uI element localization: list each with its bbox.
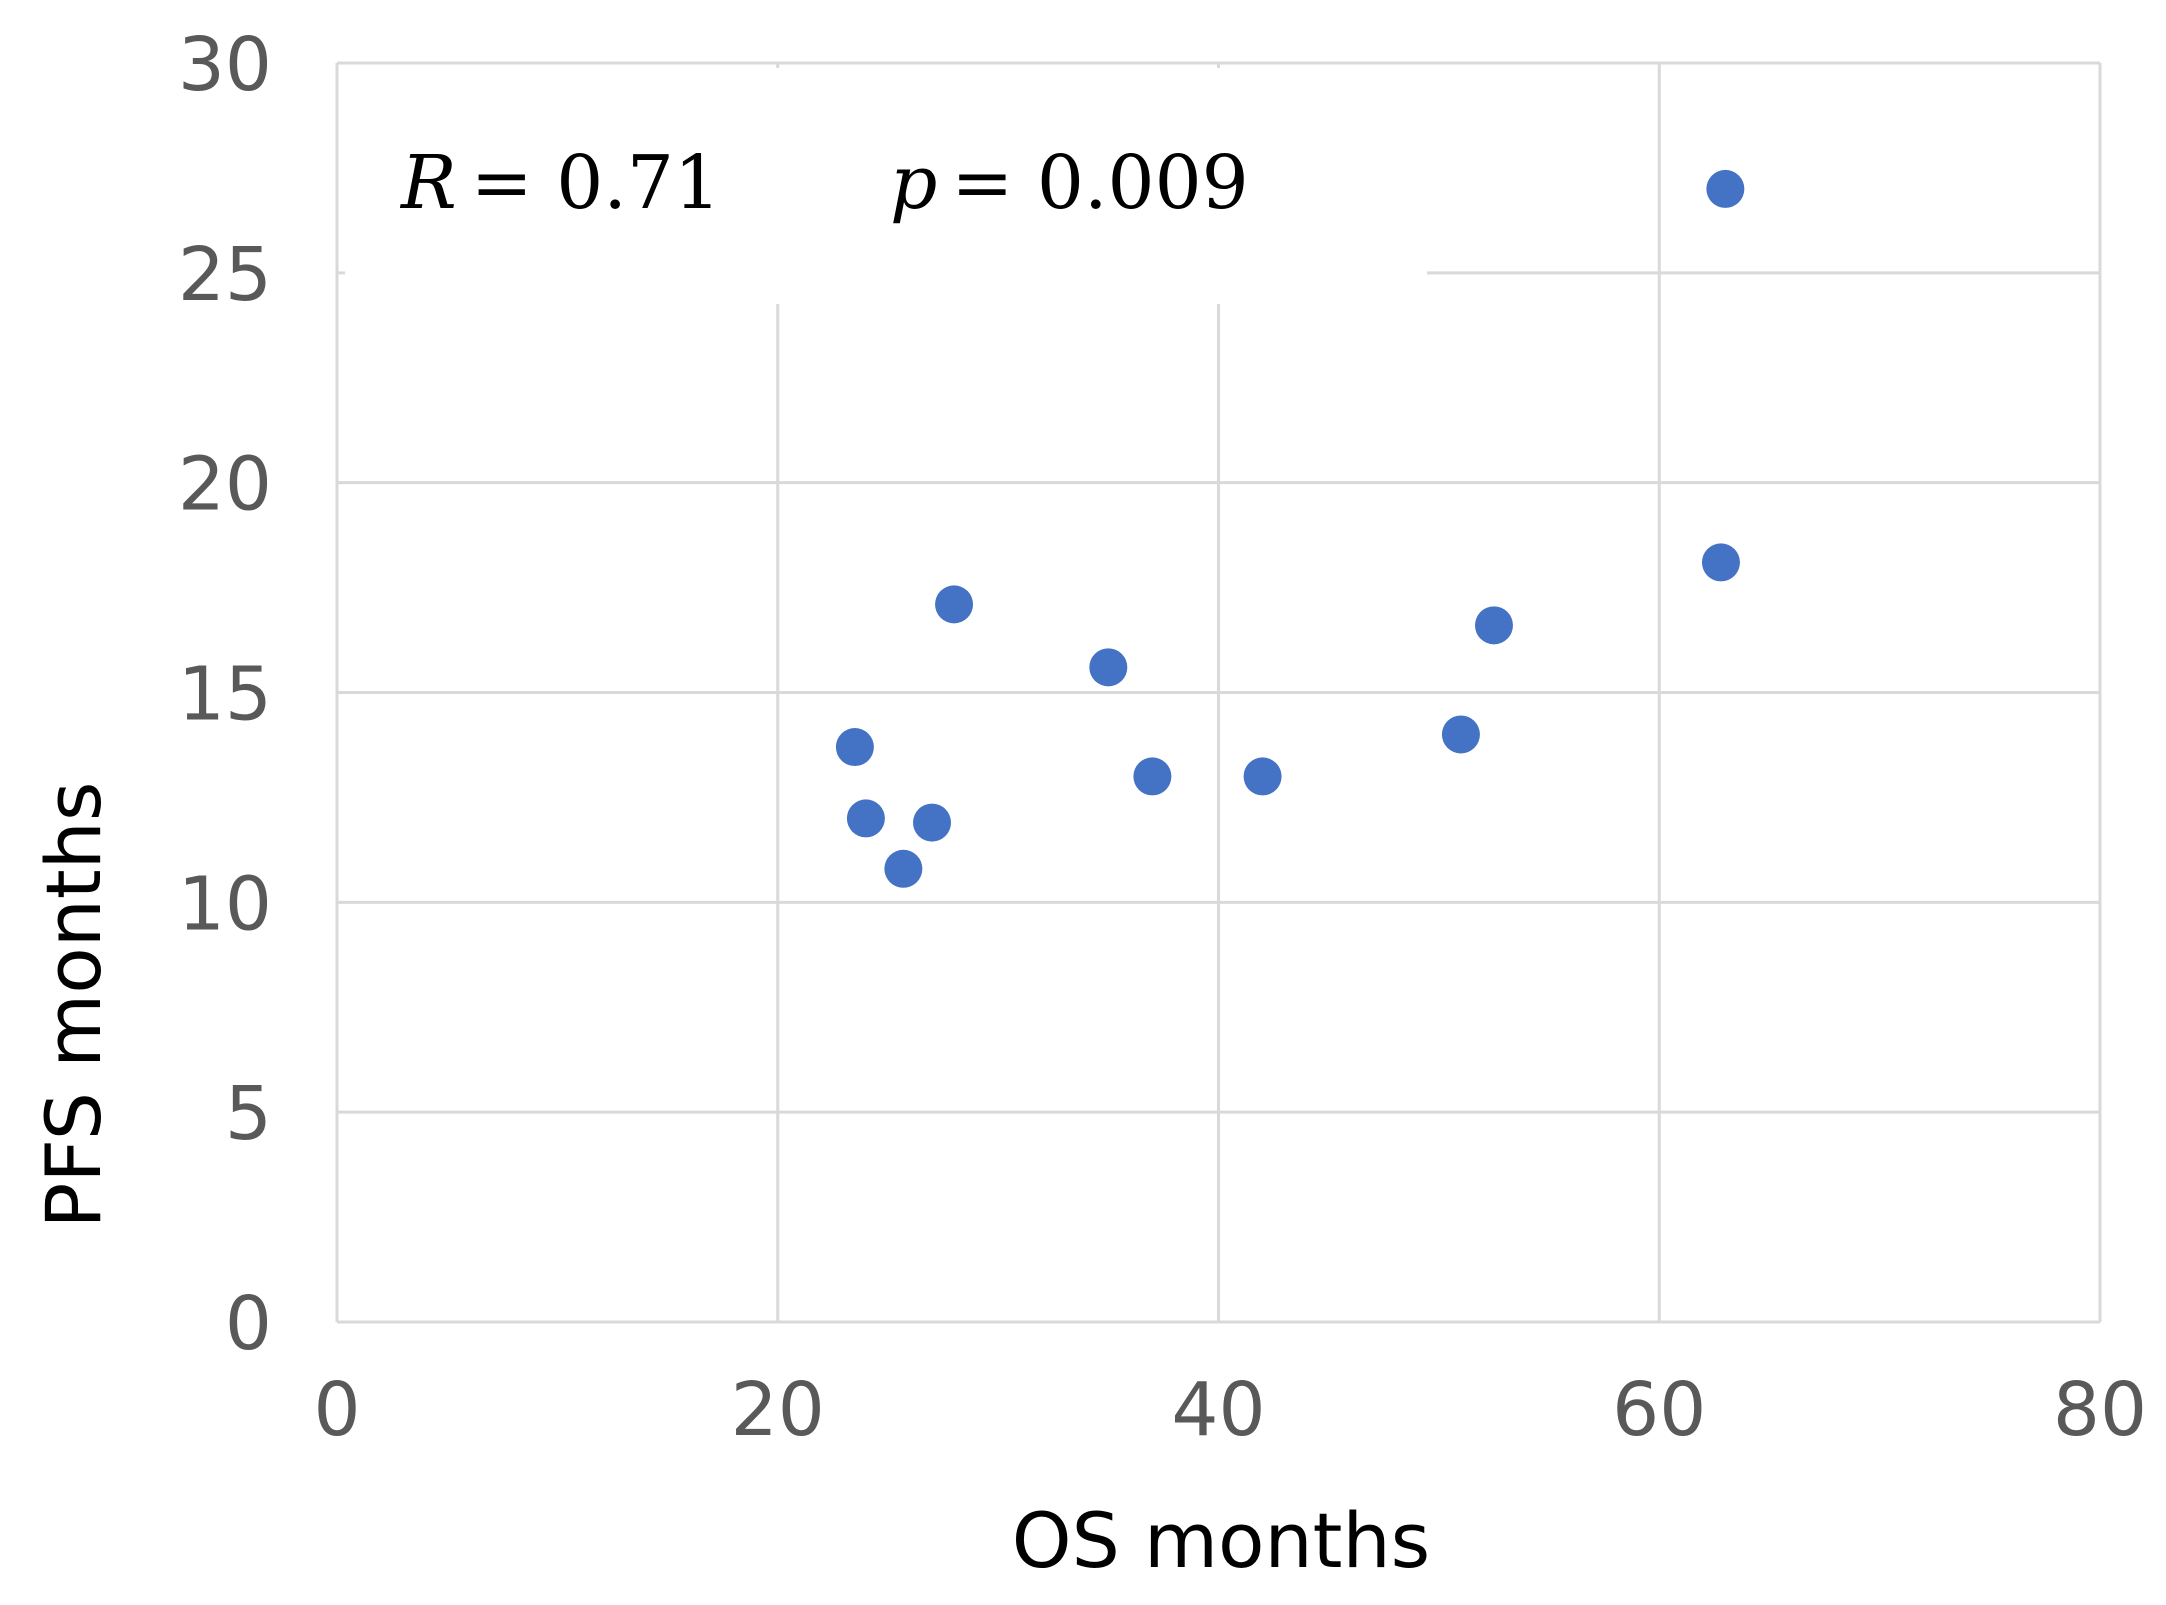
y-tick-label-20: 20: [178, 442, 272, 528]
x-axis-ticks: 0 20 40 60 80: [313, 1367, 2147, 1453]
r-annotation: R = 0.71: [399, 140, 721, 226]
y-axis-title: PFS months: [29, 782, 118, 1229]
data-point-4: [913, 803, 952, 842]
data-point-7: [1133, 757, 1172, 796]
data-point-5: [935, 585, 974, 624]
y-tick-label-25: 25: [178, 232, 272, 318]
y-tick-label-5: 5: [225, 1071, 272, 1157]
x-tick-label-0: 0: [313, 1367, 360, 1453]
data-point-8: [1243, 757, 1282, 796]
x-tick-label-60: 60: [1612, 1367, 1706, 1453]
x-tick-label-80: 80: [2053, 1367, 2147, 1453]
plot-area: [335, 61, 2102, 1324]
data-point-12: [1706, 169, 1745, 208]
data-points: [835, 169, 1745, 888]
svg-text:p= 0.009: p = 0.009: [890, 140, 1249, 226]
r-value: = 0.71: [471, 140, 721, 226]
p-annotation: p = 0.009: [890, 140, 1249, 226]
p-value: = 0.009: [951, 140, 1248, 226]
annotation-background: [345, 68, 1427, 304]
y-tick-label-15: 15: [178, 652, 272, 738]
data-point-2: [846, 799, 885, 838]
data-point-6: [1089, 648, 1128, 687]
y-tick-label-10: 10: [178, 861, 272, 947]
data-point-1: [835, 728, 874, 767]
x-tick-label-20: 20: [731, 1367, 825, 1453]
x-axis-title: OS months: [1012, 1496, 1430, 1585]
p-symbol: p: [890, 140, 937, 226]
data-point-9: [1441, 715, 1480, 754]
y-tick-label-0: 0: [225, 1281, 272, 1367]
data-point-3: [884, 849, 923, 888]
svg-text:R= 0.71: R = 0.71: [399, 140, 721, 226]
data-point-11: [1701, 543, 1740, 582]
y-axis-ticks: 0 5 10 15 20 25 30: [178, 22, 272, 1367]
data-point-10: [1474, 606, 1513, 645]
y-tick-label-30: 30: [178, 22, 272, 108]
x-tick-label-40: 40: [1171, 1367, 1265, 1453]
r-symbol: R: [399, 140, 457, 226]
